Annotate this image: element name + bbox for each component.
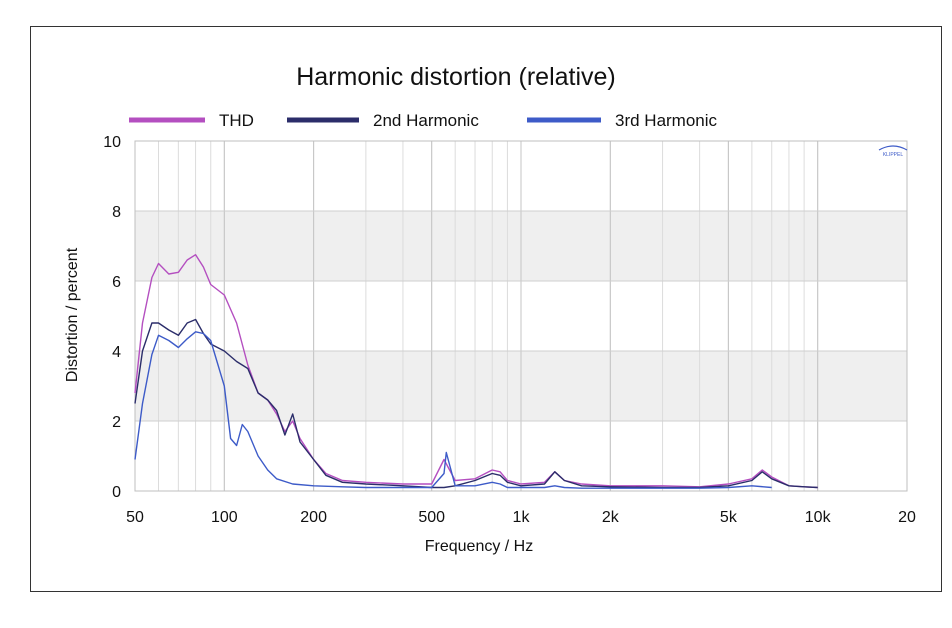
harmonic-distortion-chart: 0 2 4 6 8 10 50 100 200 500 1k 2k 5k 10k 20 Harmonic d… — [64, 63, 916, 555]
klippel-logo: KLIPPEL — [878, 145, 908, 158]
tick-labels: 0 2 4 6 8 10 50 100 200 500 1k 2k 5k 10k 20 — [103, 134, 916, 526]
legend-label: THD — [219, 111, 254, 130]
y-tick-label: 8 — [112, 204, 121, 221]
logo-text: KLIPPEL — [883, 152, 904, 158]
y-tick-label: 0 — [112, 484, 121, 501]
legend-label: 3rd Harmonic — [615, 111, 718, 130]
x-tick-label: 500 — [418, 509, 445, 526]
chart-title: Harmonic distortion (relative) — [296, 63, 616, 91]
series-line-3 — [134, 331, 772, 489]
y-tick-label: 2 — [112, 414, 121, 431]
y-tick-label: 6 — [112, 274, 121, 291]
y-tick-label: 10 — [103, 134, 121, 151]
legend: THD 2nd Harmonic 3rd Harmonic — [129, 111, 718, 130]
logo-arc — [878, 145, 908, 151]
series-group — [134, 253, 818, 489]
x-tick-label: 100 — [211, 509, 238, 526]
series-line-1 — [134, 253, 818, 489]
y-axis-label: Distortion / percent — [64, 247, 81, 382]
x-tick-label: 20 — [898, 509, 916, 526]
x-tick-label: 10k — [805, 509, 832, 526]
x-tick-label: 50 — [126, 509, 144, 526]
grid-lines — [134, 140, 908, 492]
x-tick-label: 5k — [720, 509, 738, 526]
chart-frame: 0 2 4 6 8 10 50 100 200 500 1k 2k 5k 10k 20 Harmonic d… — [30, 26, 942, 592]
legend-label: 2nd Harmonic — [373, 111, 479, 130]
x-tick-label: 2k — [602, 509, 620, 526]
x-axis-label: Frequency / Hz — [425, 538, 533, 555]
x-tick-label: 1k — [513, 509, 531, 526]
x-tick-label: 200 — [300, 509, 327, 526]
y-tick-label: 4 — [112, 344, 121, 361]
plot-border — [134, 140, 908, 492]
